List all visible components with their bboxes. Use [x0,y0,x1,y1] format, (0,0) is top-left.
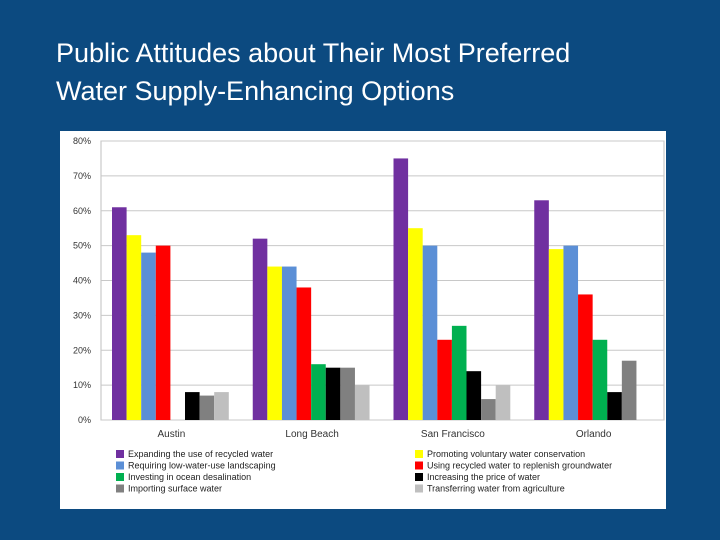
legend-label: Expanding the use of recycled water [128,449,273,459]
y-tick-label: 0% [78,415,91,425]
bar [422,245,438,420]
legend-swatch [116,473,124,481]
y-tick-label: 40% [73,276,91,286]
bar [340,367,355,420]
bar [296,287,312,420]
bar [325,367,341,420]
bar [592,339,608,420]
bar [481,399,496,420]
bar [548,249,564,420]
bar [408,228,423,420]
bar [185,392,200,420]
bar [126,235,142,420]
y-tick-label: 20% [73,345,91,355]
bar [563,245,579,420]
bar-chart: 0% 10% 20% 30% 40% 50% 60% 70% 80% Austin Long Bea… [73,136,665,494]
bar [214,392,229,420]
x-category-label: Long Beach [285,429,338,440]
legend-label: Promoting voluntary water conservation [427,449,585,459]
y-tick-label: 30% [73,310,91,320]
bar [607,392,622,420]
bar [393,158,409,420]
bar [141,252,156,420]
chart-panel: 0% 10% 20% 30% 40% 50% 60% 70% 80% Austin Long Bea… [60,131,666,509]
y-tick-label: 50% [73,241,91,251]
bar [252,238,268,420]
title-line-1: Public Attitudes about Their Most Prefer… [56,38,571,68]
y-tick-label: 10% [73,380,91,390]
bar [199,395,215,420]
legend-swatch [415,484,423,493]
bar [281,266,297,420]
legend-label: Investing in ocean desalination [128,472,251,482]
bar [466,371,482,420]
y-tick-label: 60% [73,206,91,216]
y-tick-label: 80% [73,136,91,146]
bar [451,325,467,420]
bar [155,245,171,420]
legend-swatch [116,461,124,470]
title-line-2: Water Supply-Enhancing Options [56,76,455,106]
bar [495,385,511,420]
legend-swatch [415,450,423,458]
legend-swatch [116,450,124,458]
x-category-label: Orlando [576,429,612,440]
legend-label: Using recycled water to replenish ground… [427,461,612,471]
x-category-label: Austin [157,429,185,440]
bar [534,200,549,420]
bar [311,364,326,420]
legend-label: Requiring low-water-use landscaping [128,461,276,471]
legend-label: Increasing the price of water [427,472,540,482]
x-category-label: San Francisco [421,429,485,440]
y-tick-label: 70% [73,171,91,181]
bar [112,207,127,420]
legend-swatch [116,484,124,493]
legend-label: Importing surface water [128,484,222,494]
bar [267,266,282,420]
bar [578,294,593,420]
bar [354,385,370,420]
slide-title: Public Attitudes about Their Most Prefer… [56,34,696,110]
bar [437,339,452,420]
legend-swatch [415,461,423,470]
legend-swatch [415,473,423,481]
legend-label: Transferring water from agriculture [427,484,565,494]
bar [621,360,637,420]
